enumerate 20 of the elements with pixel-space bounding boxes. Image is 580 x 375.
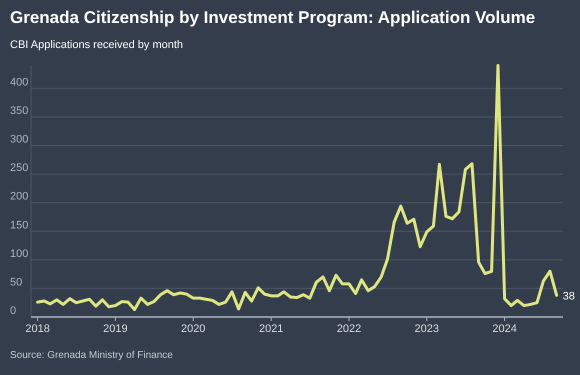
y-tick-label: 400 (10, 76, 28, 88)
y-tick-label: 300 (10, 134, 28, 146)
y-tick-label: 250 (10, 162, 28, 174)
y-tick-label: 0 (10, 305, 16, 317)
chart-title: Grenada Citizenship by Investment Program: Application Volume (10, 8, 536, 27)
source-note: Source: Grenada Ministry of Finance (10, 350, 174, 361)
x-tick-label: 2024 (492, 323, 517, 335)
x-tick-label: 2020 (180, 323, 206, 335)
y-tick-label: 200 (10, 190, 28, 203)
x-tick-label: 2019 (103, 323, 128, 335)
x-tick-label: 2022 (336, 323, 362, 335)
annotation: 38 (562, 290, 575, 302)
chart-subtitle: CBI Applications received by month (10, 39, 184, 51)
y-tick-label: 150 (10, 219, 28, 232)
y-tick-label: 50 (10, 276, 22, 288)
x-tick-label: 2023 (414, 323, 440, 335)
y-tick-label: 100 (10, 248, 28, 260)
x-tick-label: 2018 (25, 323, 50, 335)
y-tick-label: 350 (10, 104, 28, 117)
x-tick-label: 2021 (258, 323, 284, 335)
